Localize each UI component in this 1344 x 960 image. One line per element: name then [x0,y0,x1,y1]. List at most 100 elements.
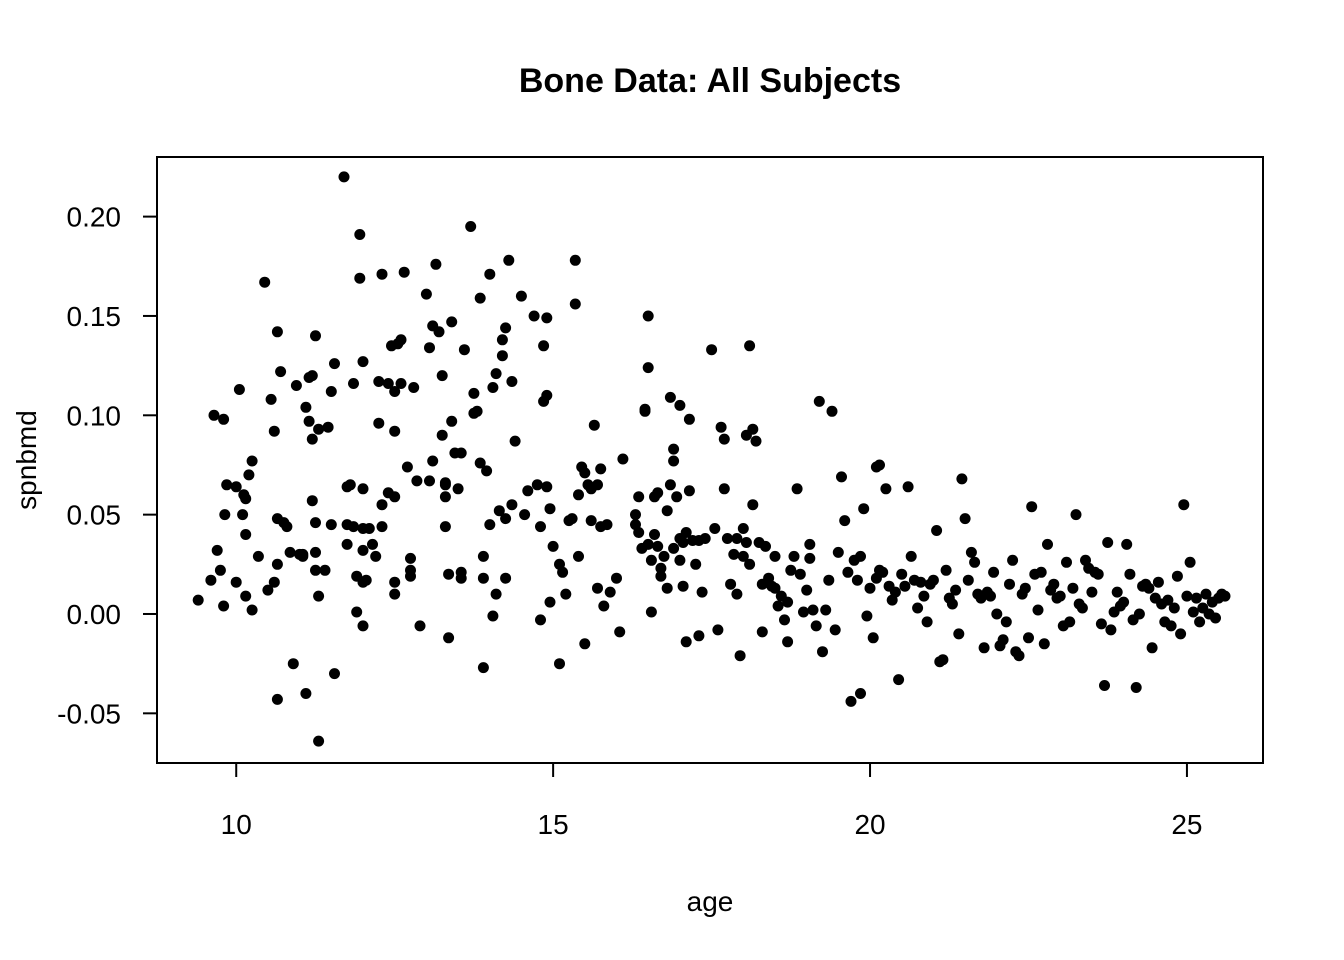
data-point [389,588,401,600]
data-point [683,485,695,497]
data-point [782,596,794,608]
data-point [810,620,822,632]
data-point [376,499,388,511]
data-point [271,326,283,338]
data-point [661,505,673,517]
data-point [363,523,375,534]
data-point [531,479,543,491]
data-point [652,487,664,499]
data-point [357,483,369,495]
data-point [522,485,534,497]
data-point [506,376,518,387]
data-point [310,330,321,342]
y-tick-label: 0.20 [67,202,122,233]
data-point [1194,616,1206,628]
data-point [899,580,911,592]
data-point [642,538,654,550]
data-point [477,662,489,674]
data-point [306,433,318,445]
data-point [405,570,416,582]
data-point [496,334,508,346]
data-point [737,523,749,534]
data-point [1130,682,1142,693]
data-point [744,340,756,352]
data-point [354,272,366,284]
data-point [493,505,505,517]
data-point [360,574,372,586]
data-point [645,554,657,566]
data-point [1118,596,1130,608]
data-point [918,590,930,602]
data-point [265,393,277,405]
data-point [541,389,553,401]
data-point [699,533,711,544]
data-point [902,481,914,493]
data-point [823,574,835,586]
data-point [348,378,359,389]
data-point [433,326,445,338]
data-point [329,668,340,680]
data-point [1013,650,1025,662]
data-point [877,566,889,578]
data-point [560,588,572,600]
data-point [233,384,245,395]
data-point [500,322,512,334]
data-point [310,564,321,576]
data-point [439,521,451,533]
data-point [760,540,771,552]
data-point [988,566,1000,578]
data-point [1086,586,1098,598]
data-point [1000,616,1012,628]
data-point [221,479,233,491]
data-point [240,590,252,602]
data-point [785,564,797,576]
data-point [668,455,680,467]
data-point [744,558,756,570]
data-point [832,546,844,558]
data-point [956,473,968,485]
data-point [633,491,645,503]
data-point [214,564,226,576]
data-point [1143,582,1155,594]
y-axis: -0.05 0.00 0.05 0.10 0.15 0.20 [57,202,158,729]
data-point [506,499,518,511]
data-point [474,292,486,304]
data-point [655,562,667,574]
data-point [661,582,673,594]
data-point [839,515,851,527]
data-point [243,469,255,481]
data-point [455,572,467,584]
data-point [1007,554,1019,566]
data-point [611,572,622,584]
data-point [376,268,388,280]
data-point [569,298,581,310]
data-point [798,606,809,618]
data-point [1121,538,1133,550]
data-point [874,459,885,471]
data-point [985,590,996,602]
data-point [338,171,350,183]
data-point [791,483,803,495]
data-point [1092,568,1104,580]
data-point [725,578,737,590]
data-point [329,358,340,370]
data-point [322,421,334,433]
data-point [668,542,680,554]
data-point [820,604,832,616]
data-point [614,626,626,638]
data-point [664,391,676,403]
data-point [300,688,312,699]
x-tick-label: 25 [1171,809,1202,840]
data-point [1200,588,1212,600]
data-point [731,533,743,544]
data-point [807,604,819,616]
data-point [950,584,962,596]
data-point [674,554,686,566]
data-point [737,550,749,562]
data-point [927,574,939,586]
data-point [649,529,660,540]
data-point [645,606,657,618]
data-point [455,447,467,459]
data-point [965,546,977,558]
data-point [351,606,363,618]
